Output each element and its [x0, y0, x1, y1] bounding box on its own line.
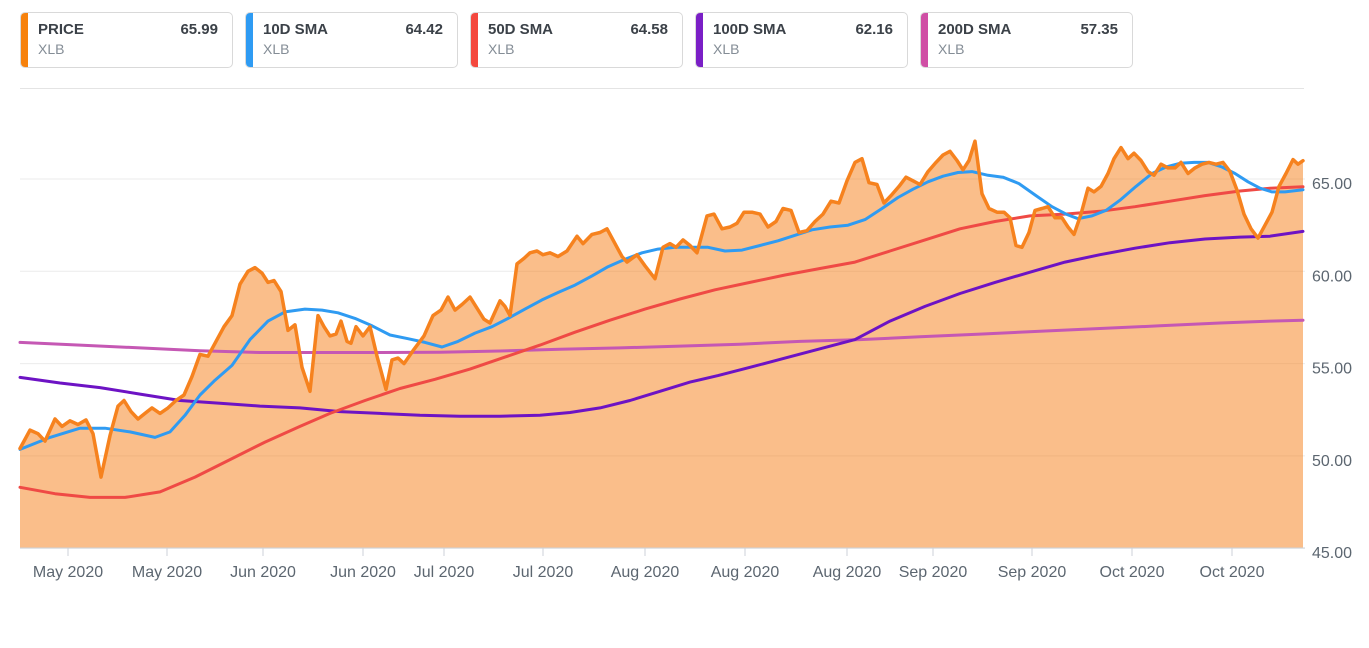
- x-axis-label: Jun 2020: [330, 564, 396, 581]
- y-axis-label: 45.00: [1312, 545, 1352, 562]
- series-value: 57.35: [1080, 21, 1118, 38]
- series-symbol: XLB: [938, 41, 965, 57]
- legend-divider: [20, 88, 1304, 89]
- series-legend: PRICE 65.99 XLB 10D SMA 64.42 XLB 50D SMA 64.58…: [20, 12, 1133, 68]
- series-value: 64.42: [405, 21, 443, 38]
- x-axis-label: Oct 2020: [1200, 564, 1265, 581]
- series-line-10d-sma: [18, 160, 1305, 451]
- series-label: 200D SMA: [938, 21, 1012, 38]
- x-axis-label: Jul 2020: [414, 564, 475, 581]
- series-color-accent: [471, 13, 478, 67]
- series-symbol: XLB: [713, 41, 740, 57]
- x-axis-label: Sep 2020: [899, 564, 968, 581]
- x-axis-label: Oct 2020: [1100, 564, 1165, 581]
- series-label: PRICE: [38, 21, 84, 38]
- x-axis-label: Aug 2020: [813, 564, 882, 581]
- y-axis-label: 60.00: [1312, 268, 1352, 285]
- series-color-accent: [696, 13, 703, 67]
- y-axis-label: 65.00: [1312, 176, 1352, 193]
- legend-card-100d-sma[interactable]: 100D SMA 62.16 XLB: [695, 12, 908, 68]
- series-symbol: XLB: [38, 41, 65, 57]
- legend-card-price[interactable]: PRICE 65.99 XLB: [20, 12, 233, 68]
- x-axis-label: May 2020: [132, 564, 202, 581]
- y-axis-label: 50.00: [1312, 453, 1352, 470]
- legend-card-200d-sma[interactable]: 200D SMA 57.35 XLB: [920, 12, 1133, 68]
- series-value: 65.99: [180, 21, 218, 38]
- legend-card-50d-sma[interactable]: 50D SMA 64.58 XLB: [470, 12, 683, 68]
- series-value: 62.16: [855, 21, 893, 38]
- series-color-accent: [246, 13, 253, 67]
- x-axis-label: May 2020: [33, 564, 103, 581]
- series-line-50d-sma: [18, 185, 1305, 499]
- series-label: 50D SMA: [488, 21, 554, 38]
- series-label: 10D SMA: [263, 21, 329, 38]
- price-area-fill: [20, 141, 1303, 548]
- x-axis-label: Jul 2020: [513, 564, 574, 581]
- series-value: 64.58: [630, 21, 668, 38]
- chart-svg[interactable]: May 2020 May 2020 Jun 2020 Jun 2020 Jul 2020…: [0, 90, 1369, 648]
- series-color-accent: [21, 13, 28, 67]
- series-symbol: XLB: [263, 41, 290, 57]
- x-axis-label: Aug 2020: [611, 564, 680, 581]
- series-symbol: XLB: [488, 41, 515, 57]
- x-axis-label: Aug 2020: [711, 564, 780, 581]
- series-color-accent: [921, 13, 928, 67]
- x-axis-label: Sep 2020: [998, 564, 1067, 581]
- series-label: 100D SMA: [713, 21, 787, 38]
- y-axis-label: 55.00: [1312, 361, 1352, 378]
- series-line-price: [18, 139, 1305, 479]
- legend-card-10d-sma[interactable]: 10D SMA 64.42 XLB: [245, 12, 458, 68]
- series-line-100d-sma: [18, 229, 1305, 418]
- x-axis-label: Jun 2020: [230, 564, 296, 581]
